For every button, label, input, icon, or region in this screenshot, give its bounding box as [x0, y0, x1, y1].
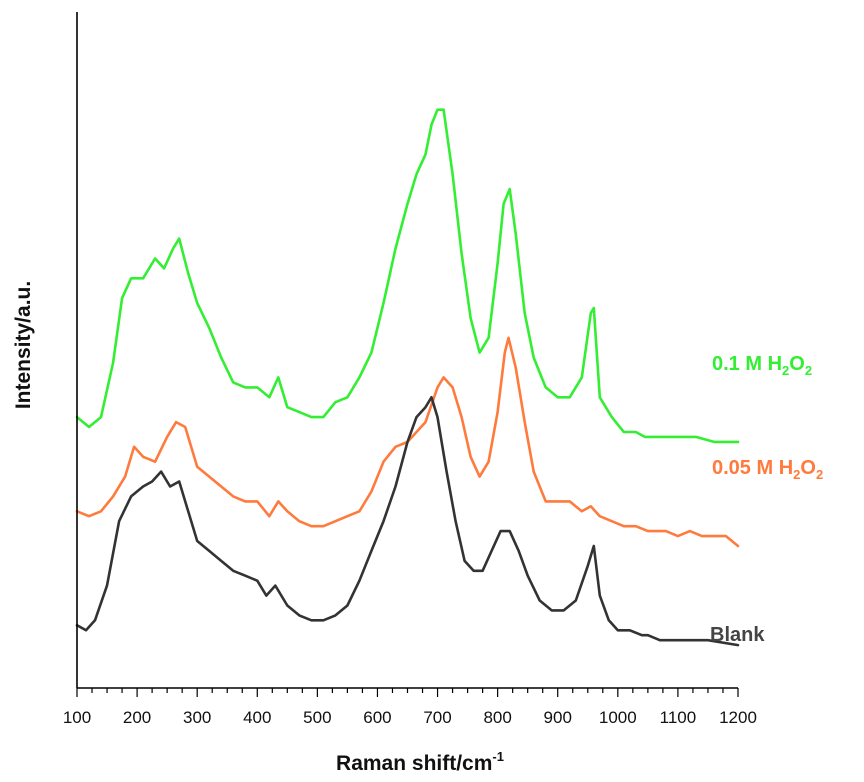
x-tick-label-1000: 1000 [599, 708, 637, 727]
series-line-0-05m-h2o2 [75, 336, 740, 548]
series-label-0-1m-sub2: 2 [805, 363, 812, 378]
series-line-blank [75, 396, 740, 647]
x-axis-title-text: Raman shift/cm [336, 752, 492, 775]
series-layer [75, 108, 740, 647]
series-label-0-05m-main: 0.05 M H [712, 457, 793, 479]
series-label-0-1m-h2o2: 0.1 M H2O2 [712, 353, 812, 378]
series-label-0-05m-sub2: 2 [816, 467, 823, 482]
x-tick-label-200: 200 [123, 708, 151, 727]
x-tick-label-500: 500 [303, 708, 331, 727]
x-tick-label-400: 400 [243, 708, 271, 727]
series-label-0-05m-sub1: 2 [793, 467, 800, 482]
x-tick-label-300: 300 [183, 708, 211, 727]
x-tick-label-600: 600 [363, 708, 391, 727]
series-label-0-1m-sub1: 2 [782, 363, 789, 378]
series-label-0-05m-h2o2: 0.05 M H2O2 [712, 457, 823, 482]
series-label-0-05m-mid: O [800, 457, 816, 479]
y-axis-title: Intensity/a.u. [12, 281, 35, 409]
x-tick-label-1100: 1100 [660, 708, 697, 727]
x-tick-label-800: 800 [483, 708, 511, 727]
x-tick-label-1200: 1200 [719, 708, 757, 727]
x-axis-title: Raman shift/cm-1 [336, 749, 504, 775]
series-line-0-1m-h2o2 [75, 108, 740, 444]
x-tick-label-100: 100 [63, 708, 91, 727]
series-label-0-1m-mid: O [789, 353, 805, 375]
x-axis-tick-labels: 100 200 300 400 500 600 700 800 900 1000 1100 1200 [63, 708, 757, 727]
x-tick-label-700: 700 [423, 708, 451, 727]
series-label-0-1m-main: 0.1 M H [712, 353, 782, 375]
x-axis-ticks [76, 688, 739, 697]
series-label-blank: Blank [710, 624, 765, 646]
x-axis-title-superscript: -1 [492, 749, 504, 764]
x-tick-label-900: 900 [544, 708, 572, 727]
